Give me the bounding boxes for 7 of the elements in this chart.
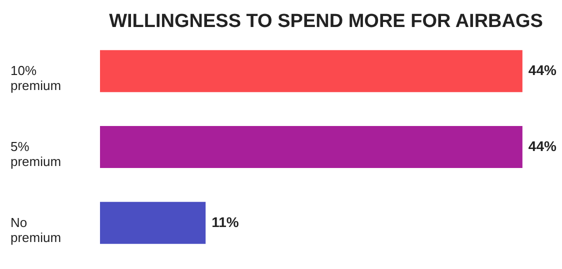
chart-title: WILLINGNESS TO SPEND MORE FOR AIRBAGS [109, 11, 543, 32]
data-label: 44% [528, 138, 557, 154]
y-tick-label: 5% premium [10, 139, 62, 169]
y-tick-label: No premium [10, 214, 62, 245]
data-label: 44% [528, 62, 557, 78]
data-label: 11% [212, 214, 240, 230]
y-tick-label: 10% premium [10, 63, 62, 94]
